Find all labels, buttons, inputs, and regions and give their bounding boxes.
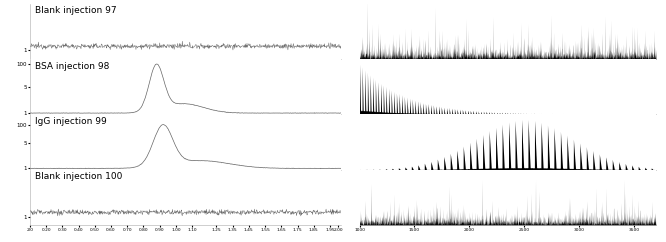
Text: Blank injection 97: Blank injection 97 xyxy=(35,6,117,15)
Text: IgG injection 99: IgG injection 99 xyxy=(35,117,107,126)
Text: Blank injection 100: Blank injection 100 xyxy=(35,173,122,182)
Text: BSA injection 98: BSA injection 98 xyxy=(35,62,109,71)
